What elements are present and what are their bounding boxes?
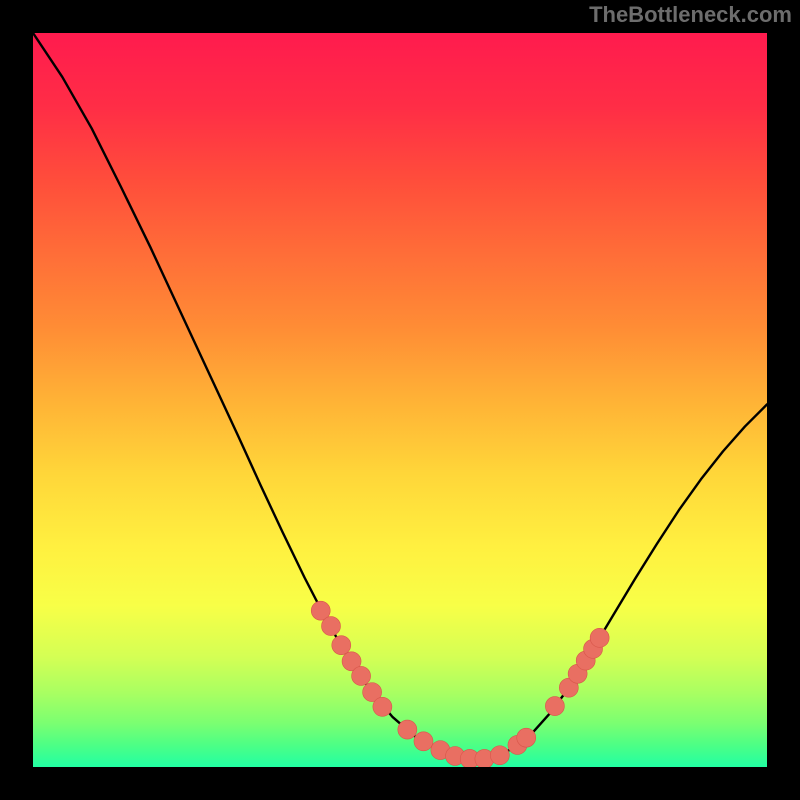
chart-svg xyxy=(33,33,767,767)
plot-area xyxy=(33,33,767,767)
marker-point xyxy=(590,628,609,647)
marker-point xyxy=(517,728,536,747)
chart-frame: TheBottleneck.com xyxy=(0,0,800,800)
watermark-text: TheBottleneck.com xyxy=(589,2,792,28)
marker-point xyxy=(332,636,351,655)
marker-point xyxy=(490,746,509,765)
marker-point xyxy=(322,617,341,636)
marker-point xyxy=(398,720,417,739)
marker-point xyxy=(352,666,371,685)
gradient-background xyxy=(33,33,767,767)
marker-point xyxy=(373,697,392,716)
marker-point xyxy=(414,732,433,751)
marker-point xyxy=(545,697,564,716)
